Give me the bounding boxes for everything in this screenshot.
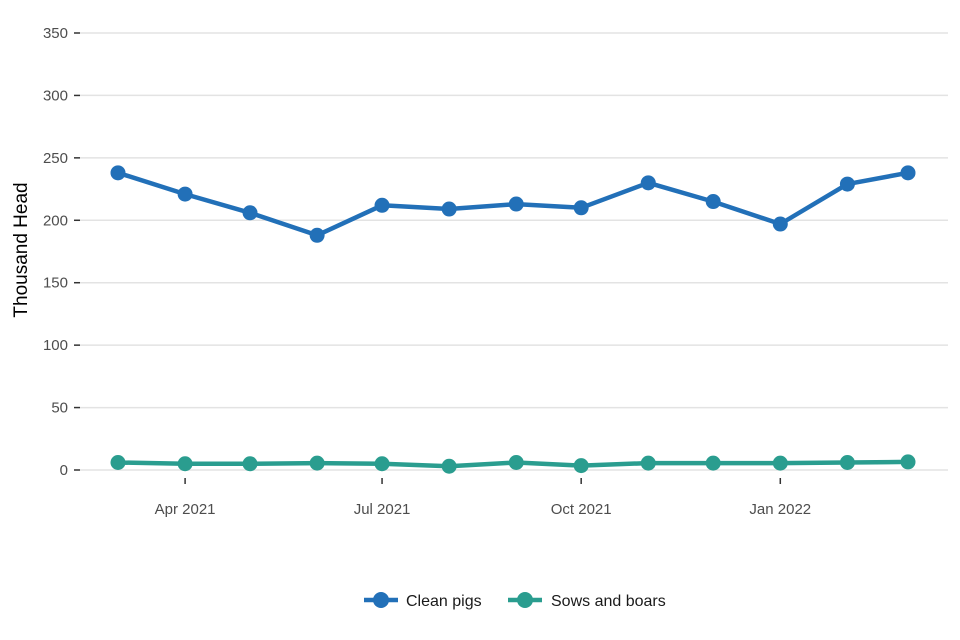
- x-tick-label: Jul 2021: [354, 501, 411, 518]
- data-point: [640, 175, 656, 191]
- data-point: [705, 455, 721, 471]
- data-point: [441, 201, 457, 217]
- data-point: [900, 165, 916, 181]
- y-tick-label: 50: [51, 400, 68, 417]
- x-tick-label: Apr 2021: [155, 501, 216, 518]
- x-axis: Apr 2021 Jul 2021 Oct 2021 Jan 2022: [155, 478, 811, 518]
- data-point: [309, 227, 325, 243]
- data-point: [573, 458, 589, 474]
- data-point: [441, 458, 457, 474]
- data-point: [508, 196, 524, 212]
- legend-item: Clean pigs: [364, 592, 482, 610]
- data-point: [640, 455, 656, 471]
- y-axis-title: Thousand Head: [11, 182, 32, 317]
- series-group: [110, 165, 916, 474]
- data-point: [309, 455, 325, 471]
- grid-lines: [80, 32, 948, 471]
- data-point: [839, 176, 855, 192]
- series: [110, 165, 916, 243]
- data-point: [839, 455, 855, 471]
- y-axis: 0 50 100 150 200 250 300 350: [43, 25, 80, 479]
- data-point: [508, 455, 524, 471]
- data-point: [177, 186, 193, 202]
- data-point: [242, 205, 258, 221]
- y-tick-label: 300: [43, 87, 68, 104]
- y-tick-label: 100: [43, 337, 68, 354]
- legend: Clean pigs Sows and boars: [364, 592, 666, 610]
- data-point: [374, 197, 390, 213]
- data-point: [242, 456, 258, 472]
- legend-label: Sows and boars: [551, 593, 666, 610]
- series: [110, 454, 916, 474]
- legend-item: Sows and boars: [508, 592, 666, 610]
- x-tick-label: Oct 2021: [551, 501, 612, 518]
- data-point: [900, 454, 916, 470]
- legend-swatch-marker: [517, 592, 533, 608]
- data-point: [110, 165, 126, 181]
- data-point: [573, 200, 589, 216]
- y-tick-label: 350: [43, 25, 68, 42]
- x-tick-label: Jan 2022: [749, 501, 811, 518]
- y-tick-label: 150: [43, 275, 68, 292]
- data-point: [110, 455, 126, 471]
- legend-label: Clean pigs: [406, 593, 482, 610]
- data-point: [374, 456, 390, 472]
- legend-swatch-marker: [373, 592, 389, 608]
- y-tick-label: 0: [60, 462, 68, 479]
- y-tick-label: 200: [43, 212, 68, 229]
- data-point: [705, 194, 721, 210]
- data-point: [772, 216, 788, 232]
- y-tick-label: 250: [43, 150, 68, 167]
- data-point: [772, 455, 788, 471]
- data-point: [177, 456, 193, 472]
